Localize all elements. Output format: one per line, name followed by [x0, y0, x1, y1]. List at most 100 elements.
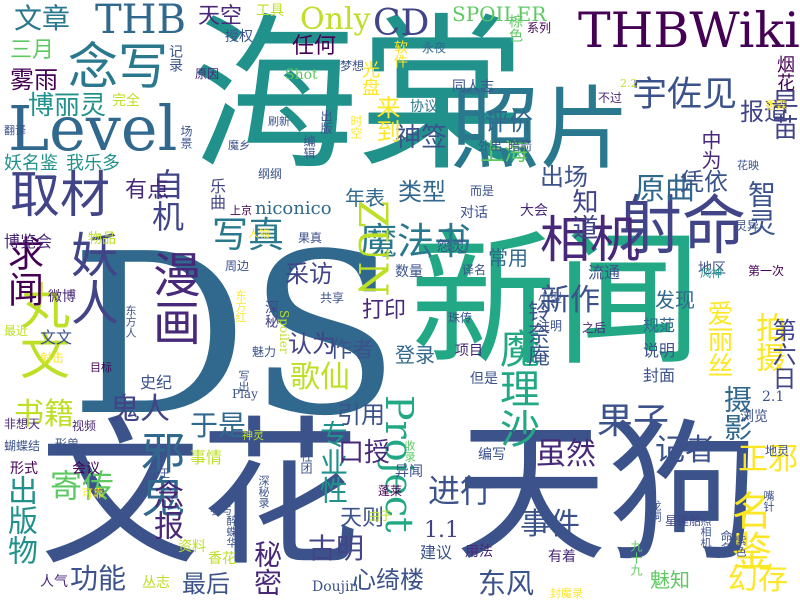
word-cloud-word: 棕色 — [507, 14, 523, 42]
word-cloud-word: niconico — [255, 198, 332, 219]
word-cloud-word: 嘴针 — [762, 490, 775, 512]
word-cloud-word: 可靠 — [82, 487, 104, 500]
word-cloud-word: 外出 — [478, 139, 503, 153]
word-cloud-word: 视频 — [72, 419, 97, 433]
word-cloud-word: 星莲船 — [665, 514, 702, 528]
word-cloud-word: 魅力 — [252, 345, 277, 359]
word-cloud-word: 2.1 — [762, 389, 785, 405]
word-cloud-word: 新闻 — [410, 216, 702, 386]
word-cloud-word: 果子 — [597, 401, 670, 442]
word-cloud-word: 建议 — [420, 543, 453, 562]
word-cloud-word: 天狗 — [455, 405, 759, 582]
word-cloud-word: 授权 — [225, 29, 253, 45]
word-cloud-word: 兽王 — [148, 467, 170, 480]
word-cloud-word: 智灵 — [744, 180, 777, 236]
word-cloud-word: 摄影 — [720, 385, 753, 441]
word-cloud-word: 取材 — [10, 166, 110, 224]
word-cloud-word: 博览会 — [4, 232, 53, 251]
word-cloud-word: 丸文 — [12, 280, 70, 380]
word-cloud-word: 社团 — [299, 450, 313, 474]
word-cloud-word: 天空 — [198, 4, 243, 29]
word-cloud-word: 魔法书 — [360, 220, 471, 263]
word-cloud-word: 紫色 — [734, 535, 747, 557]
word-cloud-word: 于是 — [190, 409, 247, 442]
word-cloud-word: 写出 — [237, 370, 250, 392]
word-cloud-word: 鬼人 — [110, 392, 170, 427]
word-cloud-word: 年表 — [345, 186, 385, 210]
word-cloud-word: 地灵 — [765, 444, 790, 458]
word-cloud-word: Shot — [285, 67, 318, 83]
word-cloud-word: 人气 — [40, 574, 68, 590]
word-cloud-word: 珠传 — [448, 311, 473, 325]
word-cloud-word: 资料 — [178, 539, 206, 555]
word-cloud-word: 永夜 — [422, 41, 447, 55]
word-cloud-word: 出版 — [319, 110, 333, 134]
word-cloud-word: 相机 — [540, 211, 640, 269]
word-cloud-word: 光盘 — [359, 60, 380, 96]
word-cloud-word: 秘密 — [250, 540, 283, 596]
word-cloud-word: 雾雨 — [10, 66, 58, 94]
word-cloud-word: 歌仙 — [290, 360, 350, 395]
word-cloud-word: 口授 — [338, 438, 391, 468]
word-cloud-word: 照相机 — [699, 515, 712, 548]
word-cloud-word: 东方人 — [124, 305, 137, 338]
word-cloud-word: 参与 — [210, 504, 232, 517]
word-cloud-word: 形式 — [10, 461, 38, 477]
word-cloud-word: 念写 — [68, 38, 168, 96]
word-cloud-word: 灵异 — [735, 219, 760, 233]
word-cloud-word: 之后 — [582, 321, 607, 335]
word-cloud-word: 寄传 — [50, 467, 115, 505]
word-cloud-word: 魅知 — [650, 568, 690, 592]
word-cloud-word: 异闻 — [395, 464, 423, 480]
word-cloud-word: 丛志 — [142, 575, 170, 591]
word-cloud-word: 共享 — [320, 291, 345, 305]
word-cloud-word: 目标 — [90, 361, 112, 374]
word-cloud-word: 我乐多 — [66, 153, 120, 174]
word-cloud-word: 认为 — [288, 330, 336, 358]
word-cloud-word: 注明 — [538, 319, 563, 333]
word-cloud-word: 幻存 — [728, 562, 788, 597]
word-cloud-word: 数量 — [395, 264, 423, 280]
word-cloud-word: 香霖 — [765, 99, 787, 112]
word-cloud-word: 海棠 — [190, 0, 526, 194]
word-cloud-word: 说明 — [643, 341, 676, 360]
word-cloud-word: 天则 — [340, 506, 385, 531]
word-cloud-word: 引用 — [337, 401, 385, 429]
word-cloud-word: 命名 — [719, 530, 733, 554]
word-cloud-word: 暗箭 — [508, 139, 533, 153]
word-cloud-word: 不过 — [598, 91, 623, 105]
word-cloud-word: 蓬莱 — [378, 484, 403, 498]
word-cloud-word: 风神 — [700, 267, 722, 280]
word-cloud-word: Doujin — [312, 579, 359, 595]
word-cloud-word: 香花 — [208, 551, 236, 567]
word-cloud-word: 第六日 — [768, 318, 796, 390]
word-cloud-word: 东方红 — [234, 290, 247, 323]
word-cloud-word: 封魔录 — [550, 587, 583, 600]
word-cloud-word: 爱丽丝 — [703, 300, 733, 378]
word-cloud-word: 常用 — [488, 246, 528, 270]
word-cloud-word: 纲纲 — [258, 167, 283, 181]
word-cloud-word: 射击 — [40, 351, 65, 365]
word-cloud-word: 时空 — [349, 115, 363, 139]
word-cloud-word: 铃奈庵 — [524, 300, 549, 366]
word-cloud-word: 会议 — [72, 461, 100, 477]
word-cloud-word: 来到 — [372, 95, 400, 143]
word-cloud-word: 求闻 — [2, 235, 43, 307]
word-cloud-word: 龙洞 — [649, 500, 662, 522]
word-cloud-word: 刷新 — [268, 115, 290, 128]
word-cloud-word: 而是 — [470, 184, 495, 198]
word-cloud-word: 乐曲 — [207, 178, 226, 210]
word-cloud-word: THB — [95, 0, 186, 43]
word-cloud-word: 发现 — [655, 288, 695, 312]
word-cloud-word: 由于 — [368, 509, 393, 523]
word-cloud-word: 作者 — [330, 338, 375, 363]
word-cloud-word: 蝴蝶结 — [4, 439, 41, 453]
word-cloud-word: 人物 — [248, 227, 270, 240]
word-cloud-word: 类型 — [398, 178, 446, 206]
word-cloud-word: 微博 — [48, 289, 76, 305]
word-cloud-word: 上京 — [230, 204, 252, 217]
word-cloud-word: 邪鬼 — [133, 430, 184, 518]
word-cloud-word: 打印 — [362, 298, 407, 323]
word-cloud-word: 怨灵 — [437, 239, 465, 255]
word-cloud-word: DS — [70, 207, 401, 465]
